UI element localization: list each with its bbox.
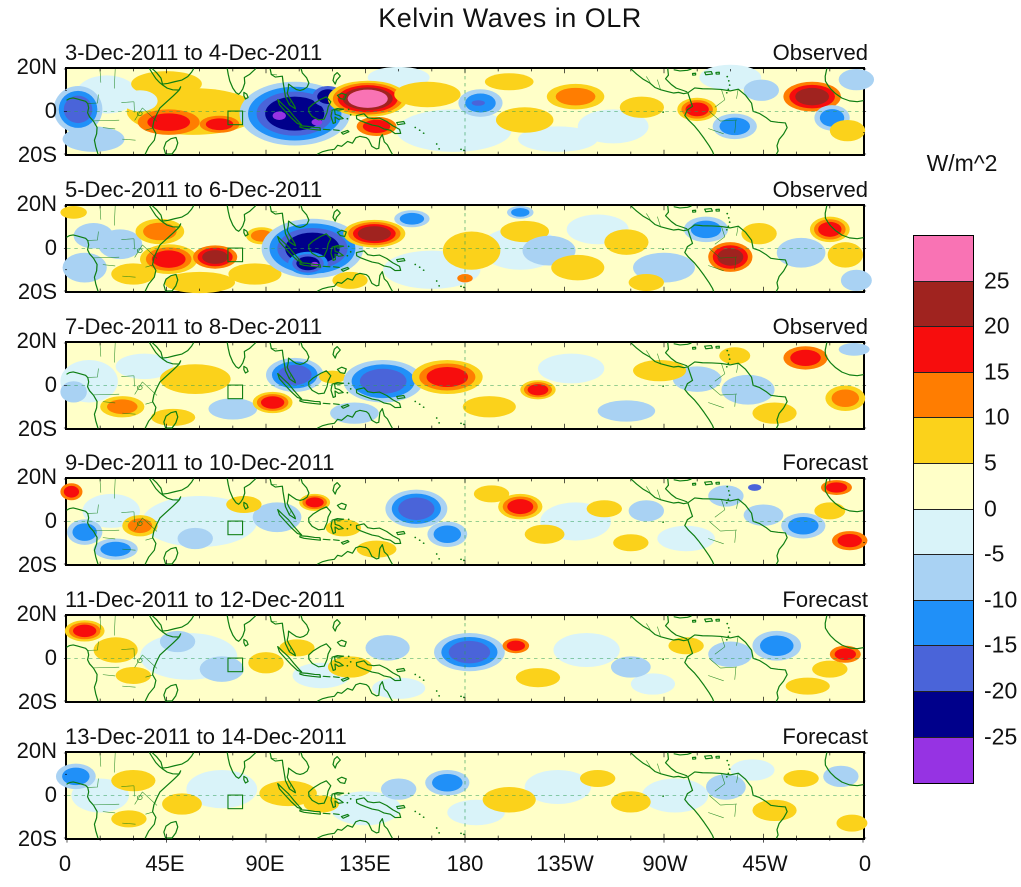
panel-source-label: Observed <box>772 314 868 339</box>
map-canvas <box>60 205 872 294</box>
y-tick-label: 20N <box>16 191 57 216</box>
x-tick-label: 180 <box>446 851 484 876</box>
y-tick-label: 20S <box>17 689 57 714</box>
colorbar-tick-label: -5 <box>984 540 1005 567</box>
y-tick-label: 0 <box>44 782 57 807</box>
y-tick-label: 0 <box>44 645 57 670</box>
map-panel <box>63 614 867 703</box>
chart-title: Kelvin Waves in OLR <box>378 3 642 33</box>
colorbar-cell <box>914 509 973 556</box>
y-tick-label: 20S <box>17 552 57 577</box>
panel-date-range: 13-Dec-2011 to 14-Dec-2011 <box>65 724 347 749</box>
x-tick-label: 45E <box>145 851 185 876</box>
colorbar-cell <box>914 281 973 328</box>
colorbar-cell <box>914 646 973 692</box>
panel-date-range: 7-Dec-2011 to 8-Dec-2011 <box>65 314 323 339</box>
panel-source-label: Forecast <box>782 587 868 612</box>
panel-source-label: Observed <box>772 177 868 202</box>
panel-header: 5-Dec-2011 to 6-Dec-2011 Observed <box>65 177 868 203</box>
panel-date-range: 5-Dec-2011 to 6-Dec-2011 <box>65 177 323 202</box>
map-canvas <box>60 478 868 565</box>
panel-header: 11-Dec-2011 to 12-Dec-2011 Forecast <box>65 587 868 613</box>
panel-header: 7-Dec-2011 to 8-Dec-2011 Observed <box>65 314 868 340</box>
colorbar-cell <box>914 372 973 419</box>
y-tick-label: 20S <box>17 416 57 441</box>
colorbar <box>913 235 974 785</box>
y-tick-label: 20N <box>16 738 57 763</box>
panel-source-label: Forecast <box>782 724 868 749</box>
y-tick-label: 20S <box>17 826 57 851</box>
y-tick-label: 20N <box>16 601 57 626</box>
panel-date-range: 11-Dec-2011 to 12-Dec-2011 <box>65 587 346 612</box>
x-tick-label: 0 <box>858 851 872 876</box>
x-tick-label: 90W <box>642 851 688 876</box>
y-tick-label: 20S <box>17 142 57 167</box>
map-canvas <box>53 64 875 155</box>
map-canvas <box>55 752 868 843</box>
panel-source-label: Observed <box>772 40 868 65</box>
map-panel <box>60 204 872 294</box>
colorbar-cell <box>914 600 973 647</box>
colorbar-tick-label: 0 <box>984 495 997 522</box>
map-canvas <box>60 342 870 429</box>
map-panel <box>60 477 868 566</box>
colorbar-cell <box>914 327 973 373</box>
colorbar-cell <box>914 418 973 464</box>
x-tick-label: 90E <box>245 851 285 876</box>
colorbar-tick-label: -20 <box>984 677 1018 704</box>
x-tick-label: 45W <box>742 851 788 876</box>
panel-header: 3-Dec-2011 to 4-Dec-2011 Observed <box>65 40 868 66</box>
y-tick-label: 0 <box>44 508 57 533</box>
y-tick-label: 0 <box>44 235 57 260</box>
x-tick-label: 135W <box>536 851 594 876</box>
map-panel <box>53 64 875 156</box>
map-panel <box>60 341 870 430</box>
panel-source-label: Forecast <box>782 450 868 475</box>
panel-header: 13-Dec-2011 to 14-Dec-2011 Forecast <box>65 724 868 750</box>
y-tick-label: 20N <box>16 328 57 353</box>
colorbar-tick-label: 25 <box>984 267 1010 294</box>
y-tick-label: 20N <box>16 464 57 489</box>
colorbar-cell <box>914 236 973 282</box>
panel-date-range: 3-Dec-2011 to 4-Dec-2011 <box>65 40 323 65</box>
colorbar-tick-label: -25 <box>984 723 1018 750</box>
y-tick-label: 0 <box>44 98 57 123</box>
y-tick-label: 0 <box>44 372 57 397</box>
colorbar-tick-label: 15 <box>984 358 1010 385</box>
colorbar-tick-label: -15 <box>984 631 1018 658</box>
panel-header: 9-Dec-2011 to 10-Dec-2011 Forecast <box>65 450 868 476</box>
y-tick-label: 20N <box>16 54 57 79</box>
colorbar-cell <box>914 463 973 510</box>
map-panel <box>55 751 868 843</box>
colorbar-cell <box>914 691 973 738</box>
colorbar-tick-label: 20 <box>984 312 1010 339</box>
colorbar-tick-label: -10 <box>984 586 1018 613</box>
colorbar-units-label: W/m^2 <box>926 150 998 176</box>
panel-date-range: 9-Dec-2011 to 10-Dec-2011 <box>65 450 335 475</box>
x-tick-label: 135E <box>339 851 391 876</box>
x-tick-label: 0 <box>58 851 72 876</box>
colorbar-tick-label: 10 <box>984 403 1010 430</box>
colorbar-cell <box>914 555 973 601</box>
y-tick-label: 20S <box>17 279 57 304</box>
map-canvas <box>63 615 867 702</box>
colorbar-tick-label: 5 <box>984 449 997 476</box>
colorbar-cell <box>914 737 973 784</box>
